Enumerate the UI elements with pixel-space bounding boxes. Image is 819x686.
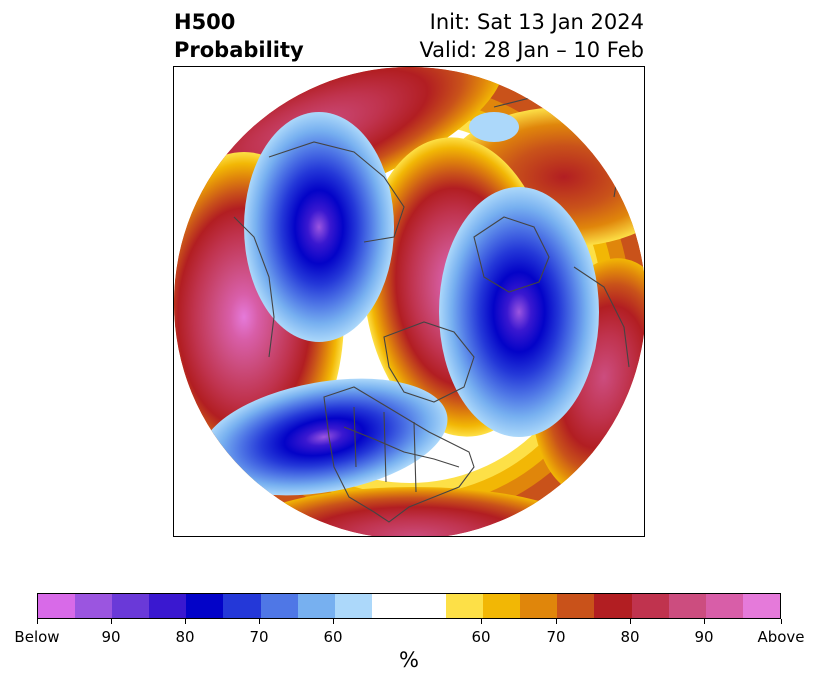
map-title: H500 Probability xyxy=(174,8,304,64)
colorbar-tick-label: Below xyxy=(14,628,60,646)
colorbar-segment xyxy=(557,594,595,618)
colorbar-tick-mark xyxy=(704,619,705,624)
colorbar-tick-label: 90 xyxy=(694,628,714,646)
colorbar-tick-mark xyxy=(111,619,112,624)
colorbar-segment xyxy=(742,594,780,618)
map-dates: Init: Sat 13 Jan 2024 Valid: 28 Jan – 10… xyxy=(419,8,644,64)
colorbar-segment xyxy=(186,594,224,618)
colorbar-tick-mark xyxy=(185,619,186,624)
init-date: Init: Sat 13 Jan 2024 xyxy=(429,10,644,34)
colorbar-segment xyxy=(223,594,261,618)
title-line-1: H500 xyxy=(174,10,236,34)
probability-map xyxy=(174,67,644,536)
colorbar-tick-mark xyxy=(37,619,38,624)
colorbar-segment xyxy=(668,594,706,618)
colorbar-tick-label: 80 xyxy=(175,628,195,646)
colorbar-tick-label: 90 xyxy=(101,628,121,646)
colorbar-tick-label: 70 xyxy=(546,628,566,646)
colorbar-tick-mark xyxy=(259,619,260,624)
colorbar-segment xyxy=(483,594,521,618)
colorbar-tick-mark xyxy=(481,619,482,624)
colorbar-segment xyxy=(334,594,372,618)
colorbar-segment xyxy=(260,594,298,618)
colorbar-unit-label: % xyxy=(399,648,419,672)
map-panel xyxy=(173,66,645,537)
colorbar-tick-label: 60 xyxy=(471,628,491,646)
colorbar-segment xyxy=(112,594,150,618)
colorbar-segment xyxy=(594,594,632,618)
colorbar-segment xyxy=(297,594,335,618)
colorbar-tick-mark xyxy=(333,619,334,624)
colorbar-tick-mark xyxy=(781,619,782,624)
colorbar-segment xyxy=(520,594,558,618)
colorbar-tick-label: Above xyxy=(757,628,805,646)
valid-range: Valid: 28 Jan – 10 Feb xyxy=(419,38,644,62)
colorbar xyxy=(37,593,781,619)
colorbar-tick-mark xyxy=(630,619,631,624)
colorbar-segment xyxy=(446,594,484,618)
colorbar-segment xyxy=(705,594,743,618)
colorbar-tick-mark xyxy=(556,619,557,624)
colorbar-tick-label: 70 xyxy=(249,628,269,646)
colorbar-segment xyxy=(631,594,669,618)
colorbar-tick-label: 60 xyxy=(323,628,343,646)
colorbar-segment xyxy=(38,594,76,618)
title-line-2: Probability xyxy=(174,38,304,62)
colorbar-tick-label: 80 xyxy=(620,628,640,646)
colorbar-segment xyxy=(371,594,447,618)
colorbar-segment xyxy=(75,594,113,618)
colorbar-segment xyxy=(149,594,187,618)
